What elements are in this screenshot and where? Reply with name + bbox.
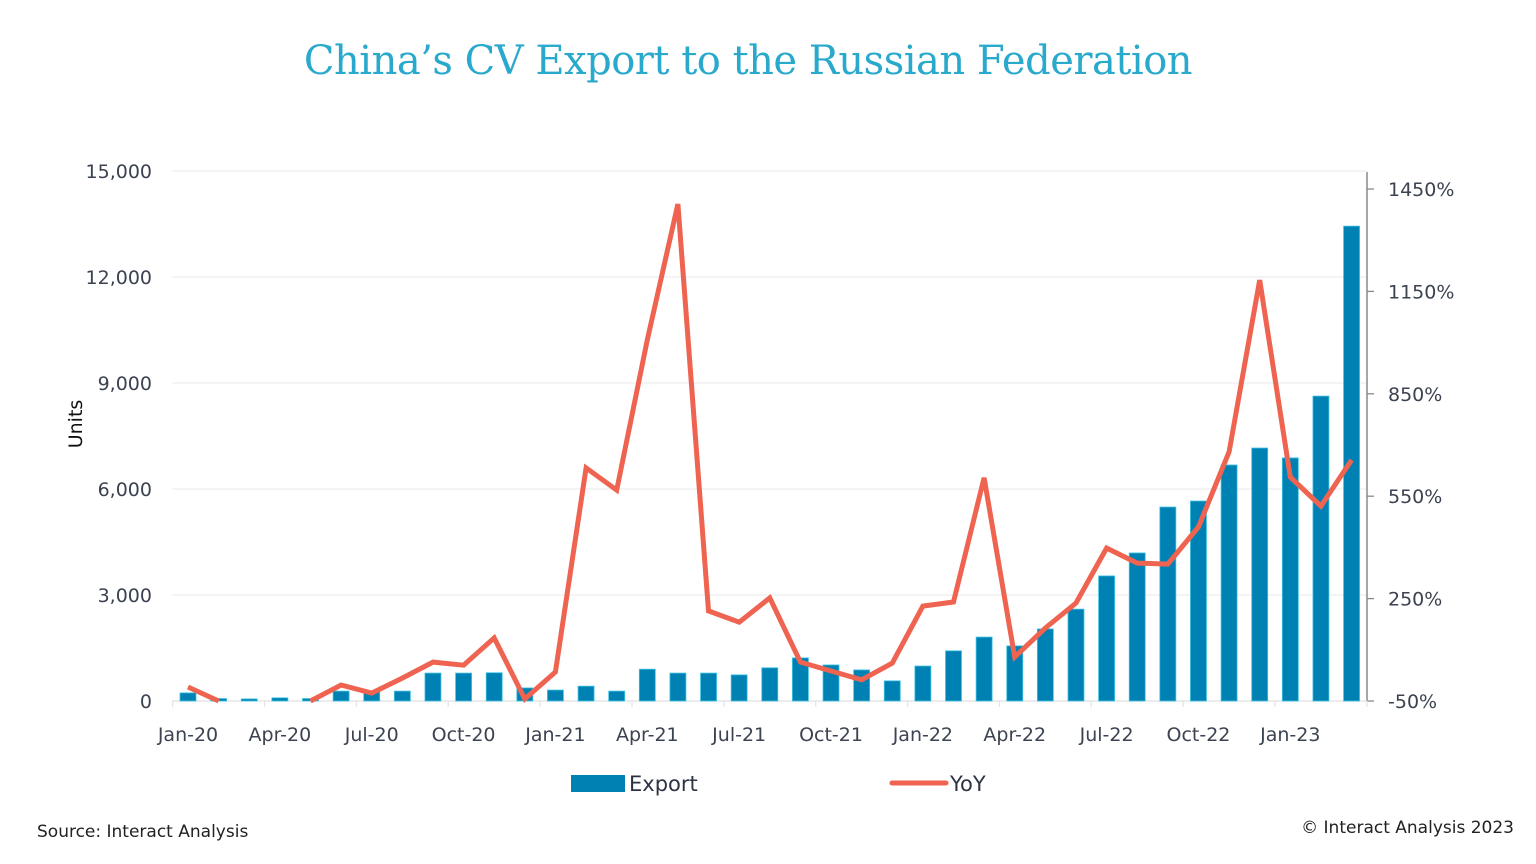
export-bar	[1251, 447, 1269, 702]
export-bar	[455, 672, 472, 702]
export-bar	[1190, 500, 1207, 702]
export-bar	[1036, 628, 1054, 702]
x-tick-label: Jul-21	[711, 724, 766, 746]
export-bar	[945, 650, 962, 702]
x-tick-label: Jan-22	[892, 724, 953, 746]
x-tick-label: Oct-20	[432, 724, 496, 746]
export-bar	[1128, 552, 1146, 702]
export-bar	[638, 668, 656, 702]
export-bar	[1220, 464, 1238, 702]
x-tick-label: Jan-20	[157, 724, 218, 746]
copyright-note: © Interact Analysis 2023	[1301, 818, 1514, 838]
x-tick-label: Jan-23	[1259, 724, 1320, 746]
legend-export-label: Export	[629, 772, 698, 796]
source-note: Source: Interact Analysis	[37, 822, 249, 842]
export-bar	[608, 690, 626, 702]
export-bar	[393, 690, 411, 702]
legend-yoy-label: YoY	[949, 772, 986, 796]
export-bar	[883, 680, 901, 702]
y2-tick-label: 250%	[1388, 589, 1442, 611]
x-tick-label: Apr-22	[983, 724, 1046, 746]
y2-tick-label: -50%	[1388, 691, 1437, 713]
export-bar	[1098, 575, 1115, 702]
y-tick-label: 3,000	[98, 585, 152, 607]
x-tick-label: Jul-20	[344, 724, 399, 746]
y2-tick-label: 550%	[1388, 486, 1442, 508]
left-axis-ticks: 0 3,000 6,000 9,000 12,000 15,000	[86, 161, 152, 713]
export-bar	[1312, 395, 1330, 702]
chart-title: China’s CV Export to the Russian Federat…	[303, 38, 1193, 84]
export-bar	[700, 672, 717, 702]
gridlines	[172, 170, 1367, 702]
legend: Export YoY	[571, 772, 986, 796]
yoy-line-segment	[309, 203, 1354, 704]
right-axis: -50% 250% 550% 850% 1150% 1450%	[1366, 172, 1454, 713]
x-tick-label: Oct-22	[1167, 724, 1231, 746]
y-axis-title: Units	[65, 400, 87, 449]
export-bar	[1067, 608, 1085, 702]
x-tick-label: Jan-21	[524, 724, 585, 746]
export-bar	[179, 692, 197, 702]
y-tick-label: 12,000	[86, 267, 152, 289]
y-tick-label: 9,000	[98, 373, 152, 395]
x-tick-label: Apr-20	[249, 724, 312, 746]
export-bar	[730, 674, 748, 702]
export-bar	[1281, 457, 1299, 702]
y-tick-label: 6,000	[98, 479, 152, 501]
y-tick-label: 0	[140, 691, 152, 713]
export-bar	[547, 689, 564, 702]
export-bar	[271, 697, 289, 702]
export-bar	[761, 667, 779, 702]
export-bar	[424, 672, 442, 702]
x-tick-label: Jul-22	[1079, 724, 1134, 746]
export-bar	[332, 690, 350, 702]
x-tick-label: Oct-21	[799, 724, 863, 746]
export-bar	[975, 636, 993, 702]
export-legend-swatch-icon	[571, 775, 625, 792]
y2-tick-label: 1150%	[1388, 281, 1454, 303]
x-tick-label: Apr-21	[616, 724, 679, 746]
export-bar	[914, 665, 932, 702]
yoy-line	[186, 203, 1354, 704]
export-bars	[179, 225, 1360, 702]
y-tick-label: 15,000	[86, 161, 152, 183]
export-bar	[1159, 506, 1177, 702]
x-axis: Jan-20 Apr-20 Jul-20 Oct-20 Jan-21 Apr-21 Jul-…	[157, 700, 1368, 746]
export-bar	[577, 685, 595, 702]
yoy-line-segment	[186, 684, 220, 704]
export-bar	[240, 698, 258, 702]
y2-tick-label: 1450%	[1388, 179, 1454, 201]
export-bar	[485, 672, 503, 702]
export-bar	[669, 672, 687, 702]
y2-tick-label: 850%	[1388, 384, 1442, 406]
